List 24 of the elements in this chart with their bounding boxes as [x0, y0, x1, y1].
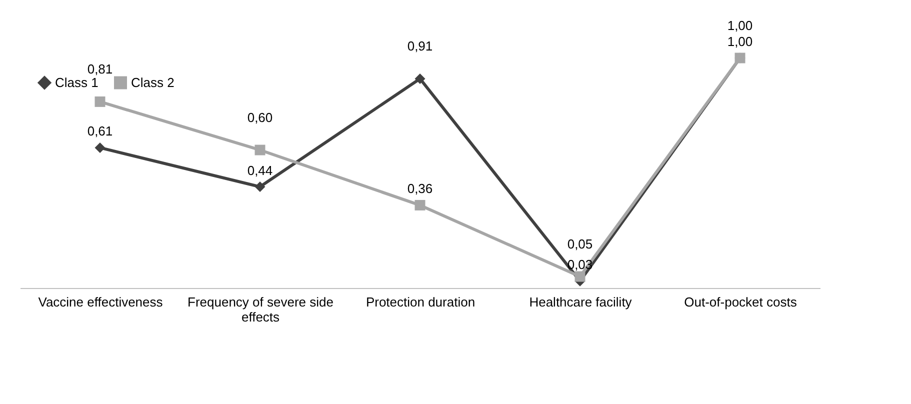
x-tick-label: Frequency of severe side effects: [188, 294, 334, 324]
data-label: 0,36: [407, 181, 433, 196]
point: [414, 73, 426, 84]
point: [254, 144, 266, 156]
point: [94, 142, 106, 153]
x-tick-label: Vaccine effectiveness: [38, 294, 164, 310]
x-tick-label: Protection duration: [366, 294, 476, 310]
data-label: 0,81: [87, 62, 113, 77]
point: [94, 96, 106, 107]
data-label: 1,00: [727, 34, 753, 49]
data-label: 0,03: [567, 257, 593, 272]
data-label: 0,05: [567, 236, 593, 252]
data-label: 0,91: [407, 38, 433, 54]
data-label: 0,44: [247, 162, 273, 178]
data-label: 0,61: [87, 124, 113, 139]
point: [574, 271, 586, 282]
data-label: 1,00: [727, 18, 753, 33]
point: [254, 182, 266, 192]
legend-label: Class 1: [55, 74, 98, 90]
x-tick-label: Out-of-pocket costs: [684, 294, 798, 310]
point: [414, 200, 426, 210]
legend-label: Class 2: [131, 74, 174, 90]
x-tick-label: Healthcare facility: [529, 294, 632, 310]
data-label: 0,60: [247, 110, 273, 125]
